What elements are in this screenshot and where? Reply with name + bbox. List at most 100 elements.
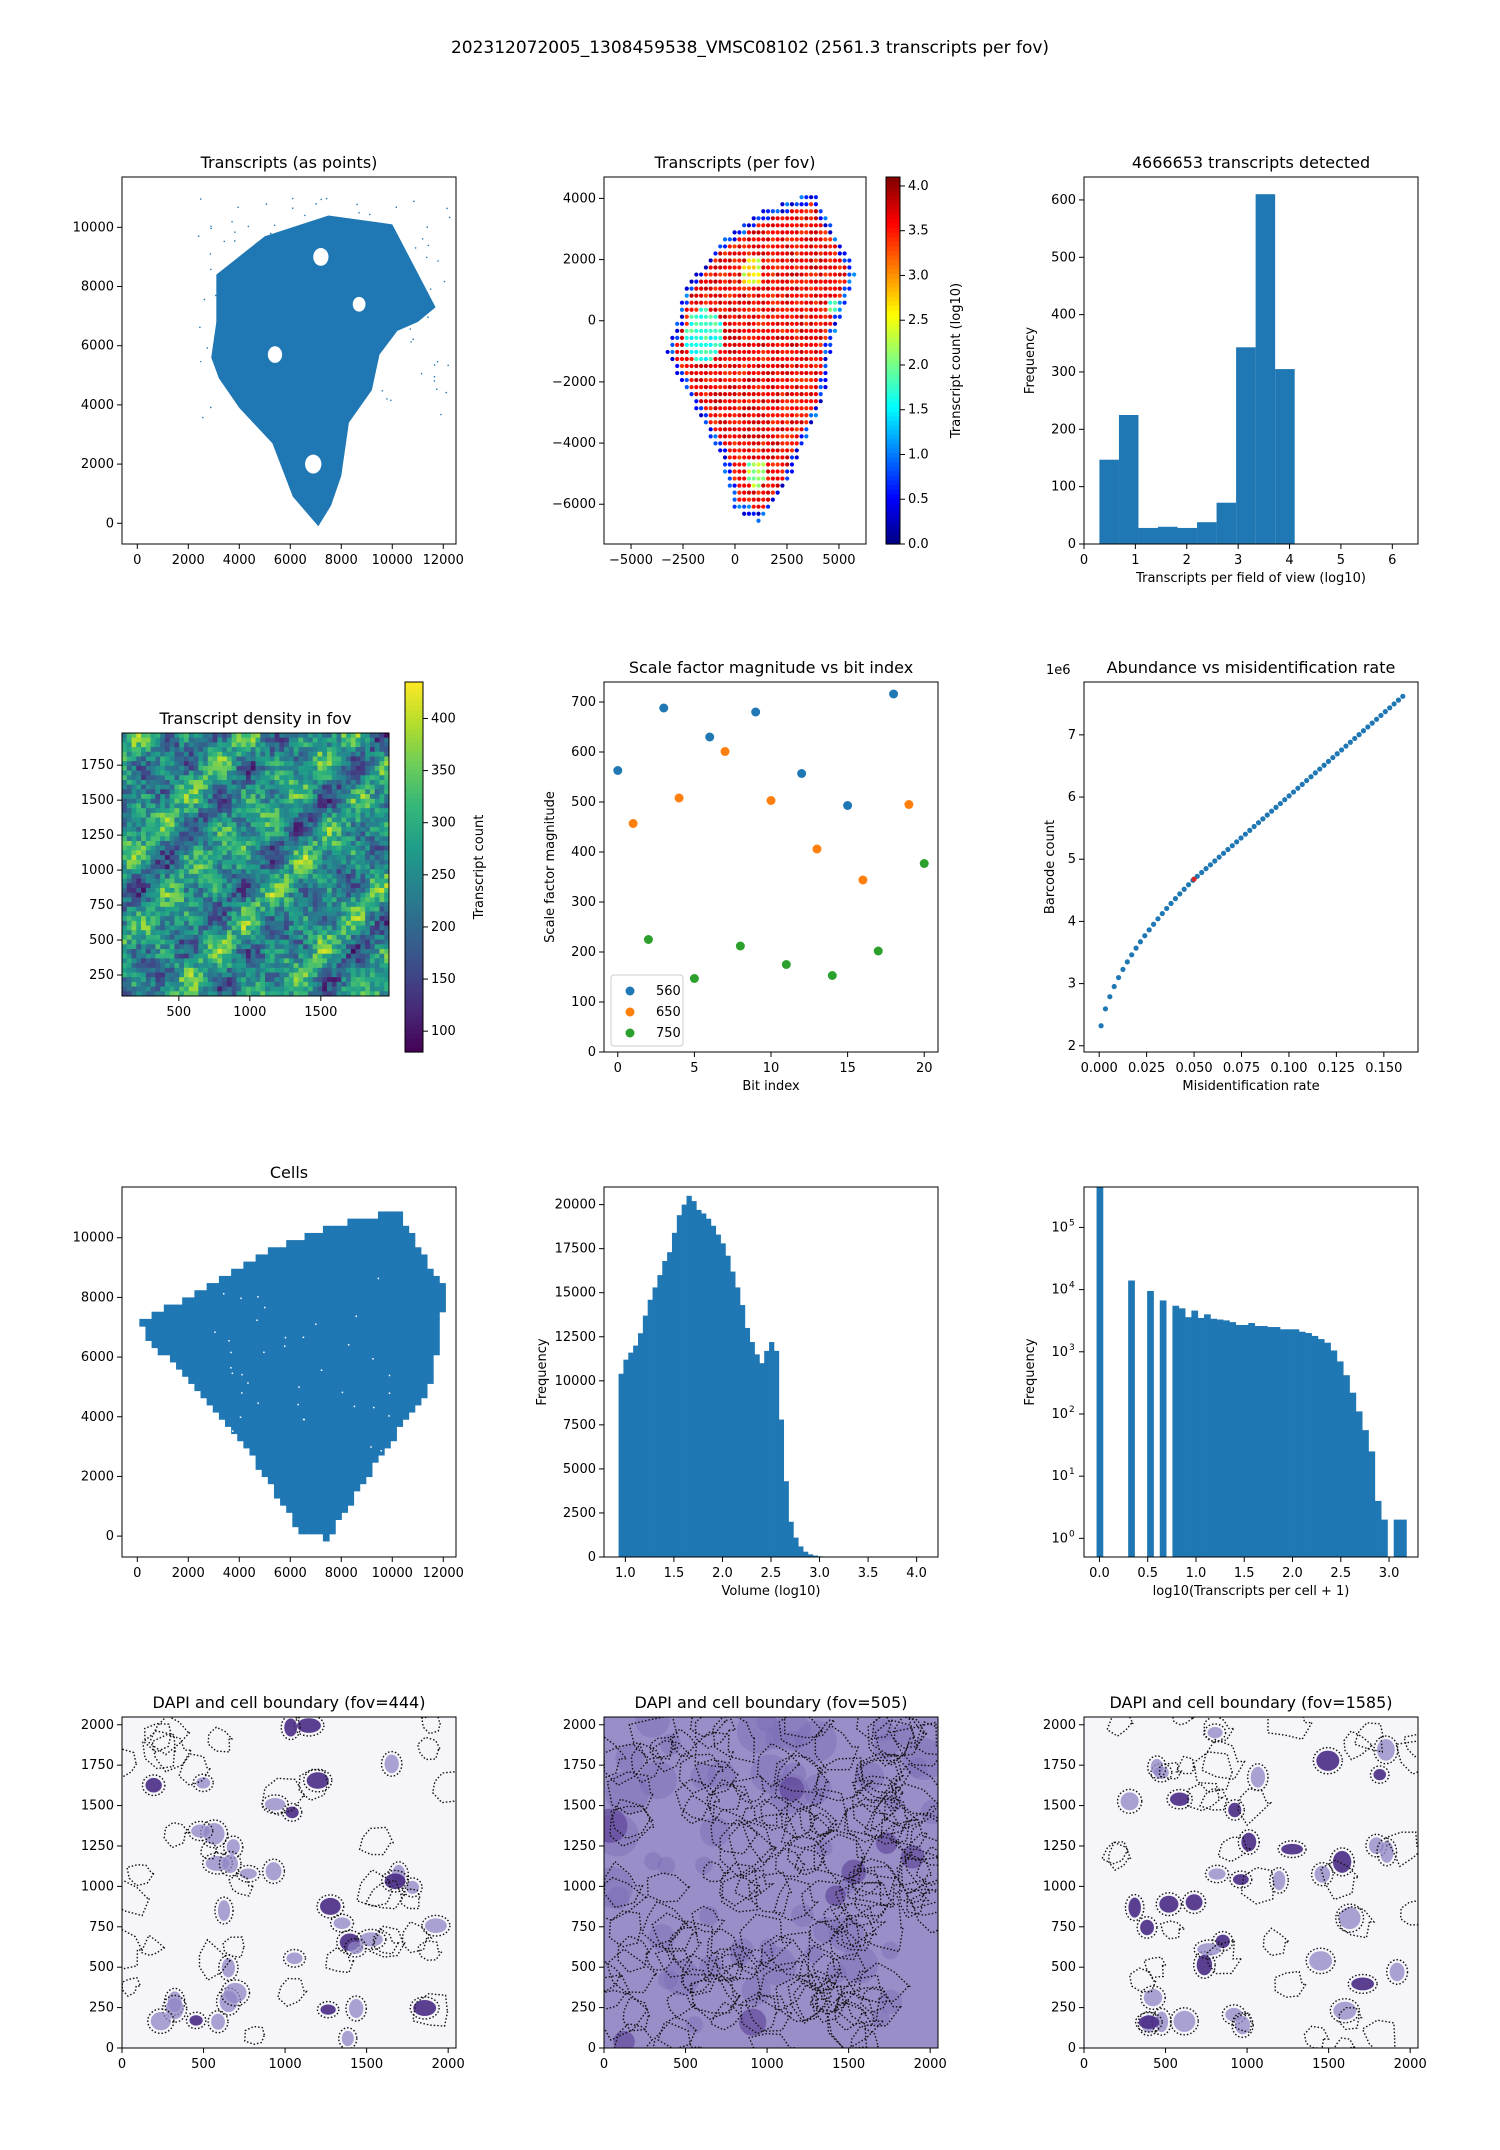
colorbar-segment [886, 447, 900, 453]
density-cell [222, 812, 228, 819]
density-cell [288, 784, 295, 790]
density-cell [141, 831, 147, 837]
fov-point [703, 321, 708, 326]
density-cell [131, 765, 137, 772]
density-cell [150, 963, 156, 969]
density-cell [188, 784, 195, 790]
density-cell [284, 925, 290, 931]
density-cell [298, 812, 304, 819]
density-cell [136, 878, 142, 884]
density-cell [141, 761, 147, 767]
density-cell [346, 845, 352, 851]
cell-block [212, 1404, 220, 1413]
density-cell [298, 779, 304, 786]
density-cell [317, 906, 323, 912]
density-cell [203, 803, 209, 809]
density-cell [150, 873, 156, 880]
fov-point [828, 265, 833, 270]
density-cell [336, 963, 342, 969]
fov-point [770, 321, 775, 326]
density-cell [198, 883, 204, 889]
fov-point [756, 279, 761, 284]
density-cell [322, 770, 328, 776]
colorbar-segment [405, 964, 423, 970]
density-cell [145, 934, 152, 941]
density-cell [303, 765, 309, 772]
density-cell [346, 939, 352, 945]
density-cell [288, 944, 295, 950]
density-cell [155, 845, 161, 851]
y-tick-label: 1250 [81, 828, 114, 843]
density-cell [298, 930, 304, 936]
fov-point [847, 279, 852, 284]
density-cell [274, 925, 280, 931]
abundance-point [1102, 1006, 1109, 1012]
fov-point [770, 462, 775, 467]
density-cell [136, 803, 142, 809]
density-cell [136, 977, 142, 983]
density-cell [160, 906, 166, 912]
density-cell [255, 897, 261, 903]
density-cell [322, 812, 328, 819]
density-cell [179, 911, 185, 917]
abundance-point [1220, 850, 1227, 856]
density-cell [226, 953, 233, 959]
fov-point [765, 399, 771, 404]
density-cell [155, 761, 161, 767]
density-cell [203, 770, 209, 776]
density-cell [279, 770, 285, 776]
density-cell [203, 925, 209, 931]
colorbar-segment [886, 511, 900, 518]
density-cell [183, 897, 190, 903]
density-cell [341, 784, 347, 790]
density-cell [222, 939, 228, 945]
fov-point [713, 286, 718, 291]
fov-point [727, 370, 732, 376]
density-cell [150, 916, 156, 922]
density-cell [169, 981, 175, 988]
density-cell [360, 747, 366, 753]
fov-point [765, 251, 771, 256]
density-cell [274, 747, 280, 753]
density-cell [260, 747, 266, 753]
cell-block [157, 1326, 165, 1334]
fov-point [765, 258, 771, 263]
fov-point [765, 413, 771, 418]
density-cell [346, 897, 352, 903]
density-cell [160, 775, 166, 781]
density-cell [160, 930, 166, 936]
fov-point [770, 209, 775, 214]
density-cell [203, 991, 209, 996]
density-cell [222, 789, 228, 795]
density-cell [336, 761, 342, 767]
fov-point [722, 258, 728, 263]
density-cell [241, 887, 247, 894]
fov-point [789, 314, 795, 319]
density-cell [226, 878, 233, 884]
transcript-point [445, 391, 448, 394]
axes-frame [603, 176, 867, 545]
density-cell [131, 859, 137, 865]
density-cell [298, 756, 304, 762]
density-cell [379, 972, 385, 978]
density-cell [369, 883, 376, 889]
density-cell [331, 911, 338, 917]
fov-point [699, 286, 704, 291]
density-cell [331, 855, 338, 861]
density-cell [231, 831, 237, 837]
density-cell [126, 902, 133, 908]
fov-point [713, 399, 718, 404]
scale-point [628, 819, 638, 828]
density-cell [231, 892, 237, 898]
fov-point [732, 455, 737, 460]
density-cell [222, 920, 228, 927]
fov-point [679, 335, 685, 340]
density-cell [274, 963, 280, 969]
colorbar-segment [405, 765, 423, 771]
density-cell [284, 845, 290, 851]
density-cell [155, 817, 161, 823]
density-cell [236, 906, 242, 912]
density-cell [122, 803, 128, 809]
density-cell [145, 991, 152, 996]
fov-point [809, 237, 814, 242]
